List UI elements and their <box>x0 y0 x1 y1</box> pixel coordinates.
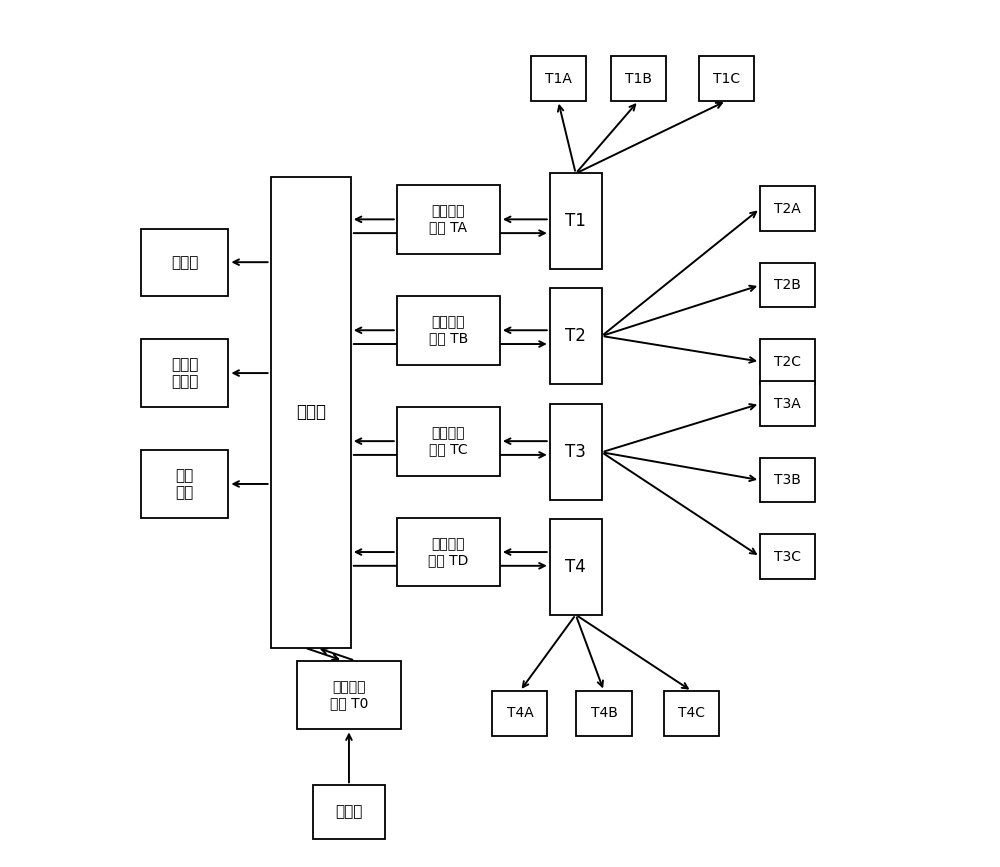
Text: T1C: T1C <box>713 72 740 86</box>
Bar <box>699 56 754 101</box>
Text: T1: T1 <box>565 212 586 231</box>
Bar <box>492 691 547 735</box>
Text: T1A: T1A <box>545 72 572 86</box>
Text: T3B: T3B <box>774 473 801 487</box>
Text: 电机散
热装置: 电机散 热装置 <box>171 357 198 389</box>
Bar <box>550 519 602 615</box>
Text: T4C: T4C <box>678 707 705 720</box>
Text: 驾驶员: 驾驶员 <box>171 255 198 270</box>
Bar <box>760 381 815 426</box>
Bar <box>531 56 586 101</box>
Text: 电流检测
装置 TC: 电流检测 装置 TC <box>429 426 468 456</box>
Bar <box>550 404 602 500</box>
Text: T4A: T4A <box>507 707 533 720</box>
Text: 光伏板: 光伏板 <box>335 805 363 819</box>
Bar <box>576 691 632 735</box>
Bar <box>297 661 401 729</box>
Text: T3A: T3A <box>774 397 801 411</box>
Bar <box>760 534 815 579</box>
Bar <box>397 185 500 254</box>
Bar <box>271 177 351 648</box>
Bar <box>760 339 815 384</box>
Text: T4: T4 <box>565 558 586 576</box>
Text: T4B: T4B <box>591 707 617 720</box>
Bar <box>550 288 602 384</box>
Bar <box>760 458 815 502</box>
Text: 电容
电池: 电容 电池 <box>175 468 194 500</box>
Bar <box>397 407 500 476</box>
Text: T3C: T3C <box>774 550 801 564</box>
Text: 电流检测
装置 TD: 电流检测 装置 TD <box>428 537 469 567</box>
Bar <box>760 186 815 231</box>
Bar <box>141 229 228 296</box>
Text: T2: T2 <box>565 327 586 345</box>
Bar <box>760 263 815 307</box>
Text: 电流检测
装置 T0: 电流检测 装置 T0 <box>330 680 368 710</box>
Bar <box>141 450 228 518</box>
Bar <box>664 691 719 735</box>
Bar <box>313 786 385 839</box>
Text: T2C: T2C <box>774 355 801 368</box>
Text: T1B: T1B <box>625 72 652 86</box>
Bar <box>397 296 500 365</box>
Bar <box>611 56 666 101</box>
Text: 控制器: 控制器 <box>296 403 326 421</box>
Text: T2B: T2B <box>774 278 801 292</box>
Text: T3: T3 <box>565 443 586 461</box>
Bar <box>397 518 500 586</box>
Text: 电流检测
装置 TA: 电流检测 装置 TA <box>429 205 467 234</box>
Bar <box>141 339 228 407</box>
Text: 电流检测
装置 TB: 电流检测 装置 TB <box>429 315 468 345</box>
Bar <box>550 173 602 269</box>
Text: T2A: T2A <box>774 202 801 216</box>
